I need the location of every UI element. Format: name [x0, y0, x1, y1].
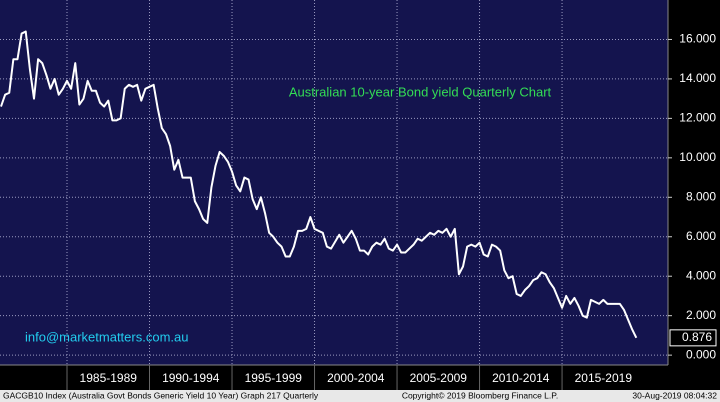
- x-tick-label: 2005-2009: [410, 371, 468, 385]
- footer-center: Copyright© 2019 Bloomberg Finance L.P.: [402, 390, 558, 400]
- x-tick-label: 1995-1999: [245, 371, 303, 385]
- yield-line: [0, 30, 638, 339]
- x-tick-label: 1985-1989: [80, 371, 138, 385]
- last-value-label: 0.876: [682, 330, 712, 344]
- plot-background: [0, 0, 668, 365]
- annotation: info@marketmatters.com.au: [25, 329, 188, 344]
- y-tick-label: 8.000: [686, 189, 716, 203]
- x-tick-label: 2010-2014: [492, 371, 550, 385]
- y-tick-label: 6.000: [686, 229, 716, 243]
- y-tick-label: 2.000: [686, 308, 716, 322]
- x-axis-background: [0, 365, 720, 390]
- y-tick-label: 12.000: [679, 111, 716, 125]
- last-value-box: [669, 329, 717, 347]
- x-tick-label: 2000-2004: [327, 371, 385, 385]
- footer-left: GACGB10 Index (Australia Govt Bonds Gene…: [3, 390, 319, 400]
- marks: [0, 30, 638, 339]
- chart-title: Australian 10-year Bond yield Quarterly …: [289, 84, 552, 99]
- right-axis-background: [668, 0, 720, 365]
- y-tick-label: 10.000: [679, 150, 716, 164]
- x-tick-label: 2015-2019: [575, 371, 633, 385]
- y-tick-label: 0.000: [686, 347, 716, 361]
- y-tick-label: 14.000: [679, 71, 716, 85]
- footer-background: [0, 390, 720, 402]
- y-tick-label: 16.000: [679, 32, 716, 46]
- x-tick-label: 1990-1994: [162, 371, 220, 385]
- footer-right: 30-Aug-2019 08:04:32: [632, 390, 717, 400]
- y-tick-label: 4.000: [686, 268, 716, 282]
